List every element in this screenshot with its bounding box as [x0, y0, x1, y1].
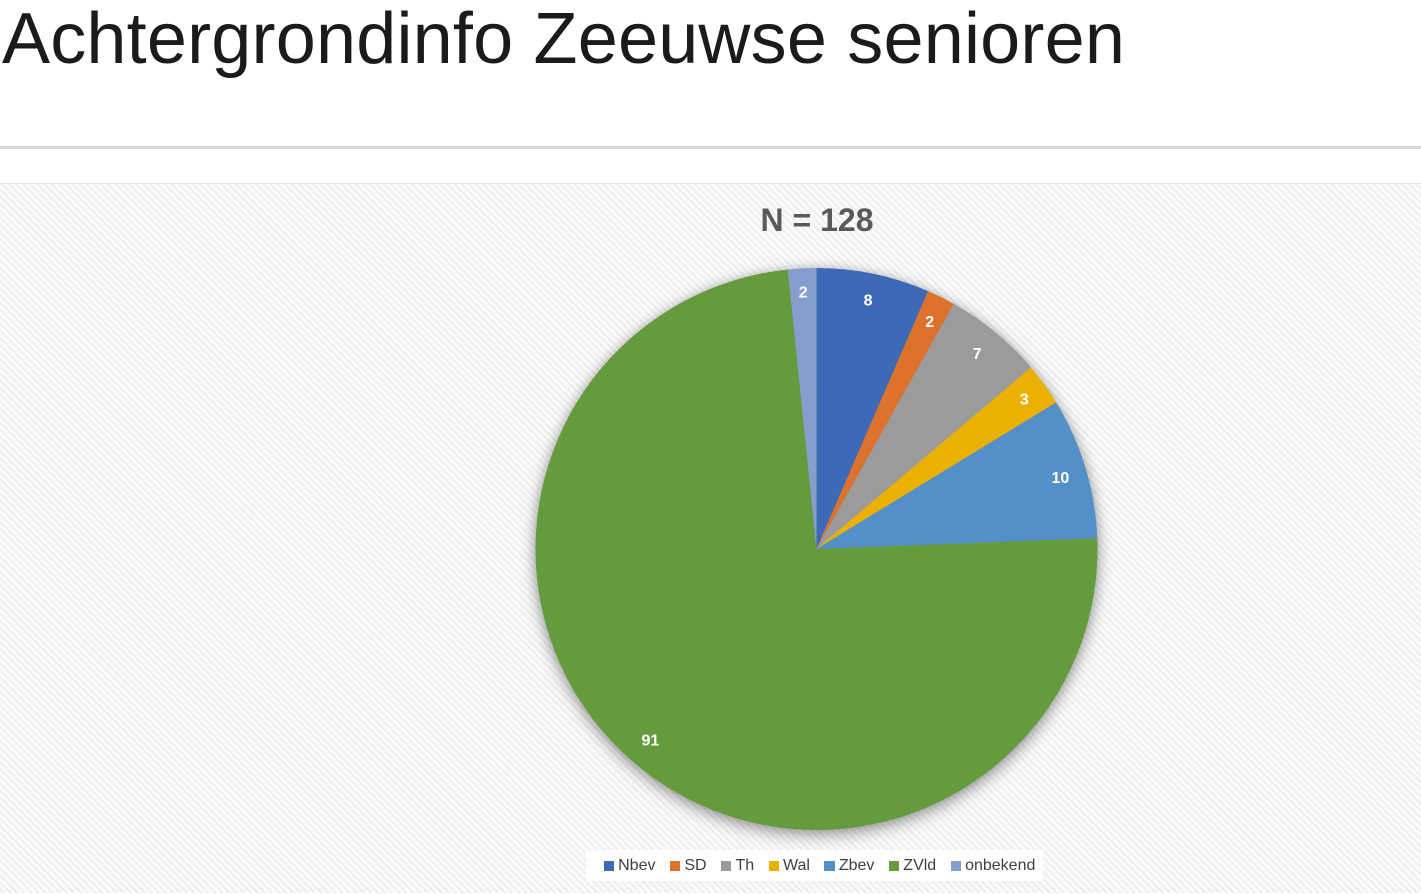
svg-text:10: 10 — [1052, 470, 1070, 487]
svg-text:2: 2 — [925, 314, 934, 331]
svg-text:91: 91 — [642, 733, 660, 750]
svg-text:3: 3 — [1020, 392, 1029, 409]
svg-text:7: 7 — [973, 346, 982, 363]
svg-text:2: 2 — [799, 285, 808, 302]
svg-text:8: 8 — [864, 292, 873, 309]
